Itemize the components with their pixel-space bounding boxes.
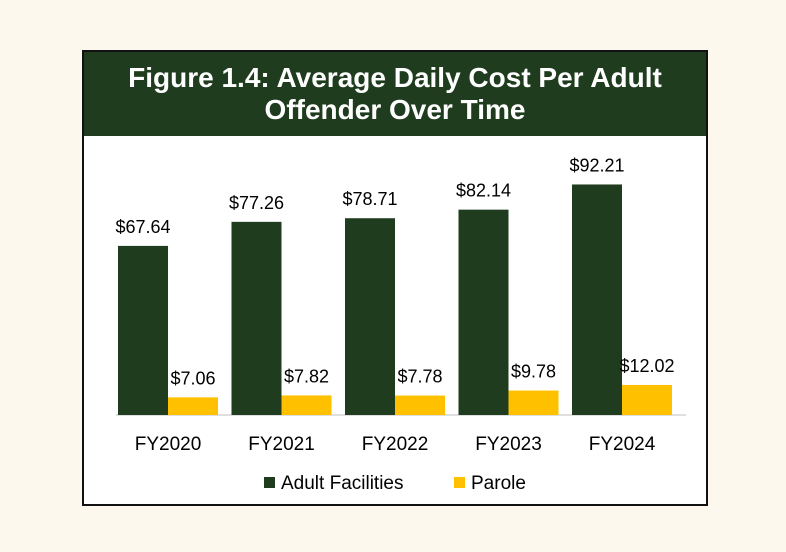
bar-adult-facilities-fy2020 [118,245,168,415]
legend-label-adult-facilities: Adult Facilities [281,473,404,494]
data-label-adult-facilities-fy2024: $92.21 [569,155,624,175]
x-tick-label-fy2023: FY2023 [475,434,542,455]
legend-label-parole: Parole [471,473,526,494]
data-label-parole-fy2020: $7.06 [170,368,215,388]
data-label-adult-facilities-fy2020: $67.64 [115,217,170,237]
data-label-parole-fy2021: $7.82 [284,366,329,386]
bar-parole-fy2022 [395,395,445,415]
data-label-parole-fy2023: $9.78 [511,362,556,382]
data-label-parole-fy2022: $7.78 [397,367,442,387]
data-label-adult-facilities-fy2022: $78.71 [342,189,397,209]
x-tick-label-fy2021: FY2021 [248,434,315,455]
bar-adult-facilities-fy2021 [231,221,282,415]
bar-parole-fy2023 [508,390,559,415]
chart-title: Figure 1.4: Average Daily Cost Per Adult… [128,62,662,125]
bar-parole-fy2021 [281,395,332,415]
bar-adult-facilities-fy2024 [572,184,622,415]
legend-swatch-parole [454,477,465,488]
x-tick-label-fy2020: FY2020 [135,434,202,455]
legend-swatch-adult-facilities [264,477,275,488]
data-label-adult-facilities-fy2023: $82.14 [456,181,511,201]
bar-chart: $67.64 $7.06 $77.26 $7.82 $78.71 $7.78 $82.14 $… [115,155,686,494]
data-label-parole-fy2024: $12.02 [619,356,674,376]
data-label-adult-facilities-fy2021: $77.26 [229,193,284,213]
x-tick-label-fy2022: FY2022 [362,434,429,455]
bar-parole-fy2024 [622,384,672,415]
bar-adult-facilities-fy2022 [345,218,395,415]
bar-parole-fy2020 [168,397,218,415]
title-banner: Figure 1.4: Average Daily Cost Per Adult… [84,52,706,136]
bar-adult-facilities-fy2023 [458,209,509,415]
x-tick-label-fy2024: FY2024 [589,434,656,455]
chart-frame: Figure 1.4: Average Daily Cost Per Adult… [82,50,708,506]
